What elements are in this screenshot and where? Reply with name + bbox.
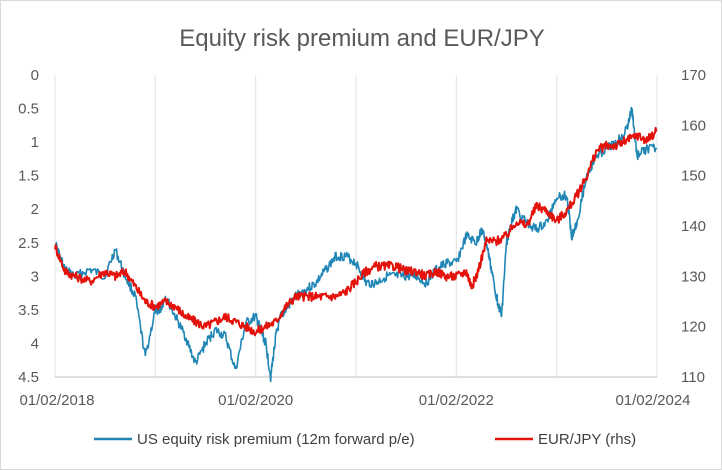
x-axis-tick-label: 01/02/2024 [615,392,690,409]
right-axis-tick-label: 170 [681,67,706,84]
right-axis-tick-label: 110 [681,369,705,386]
left-axis-tick-label: 4 [31,335,39,352]
left-axis-tick-label: 2 [31,201,39,218]
legend-label-2: EUR/JPY (rhs) [538,431,636,448]
left-axis-tick-label: 1 [31,134,39,151]
series-line-2 [54,126,658,337]
left-axis-tick-label: 3 [31,268,39,285]
x-axis-tick-label: 01/02/2020 [218,392,293,409]
left-axis-tick-label: 4.5 [18,369,39,386]
right-axis-tick-label: 120 [681,319,706,336]
x-axis-tick-label: 01/02/2018 [19,392,94,409]
series-lines [54,106,658,383]
right-axis-tick-label: 160 [681,117,706,134]
left-axis-tick-label: 1.5 [18,168,39,185]
left-axis-tick-label: 2.5 [18,235,39,252]
x-axis-tick-label: 01/02/2022 [419,392,494,409]
chart-title: Equity risk premium and EUR/JPY [179,25,544,52]
legend: US equity risk premium (12m forward p/e)… [94,431,636,448]
legend-label-1: US equity risk premium (12m forward p/e) [137,431,415,448]
left-axis-tick-label: 0.5 [18,101,39,118]
right-axis-tick-label: 140 [681,218,706,235]
axes: 0 0.5 1 1.5 2 2.5 3 3.5 4 4.5 110 120 130 140 150 160 17… [18,67,706,409]
right-axis-tick-label: 130 [681,268,706,285]
left-axis-tick-label: 0 [31,67,39,84]
gridlines [54,75,658,377]
left-axis-tick-label: 3.5 [18,302,39,319]
right-axis-tick-label: 150 [681,168,706,185]
